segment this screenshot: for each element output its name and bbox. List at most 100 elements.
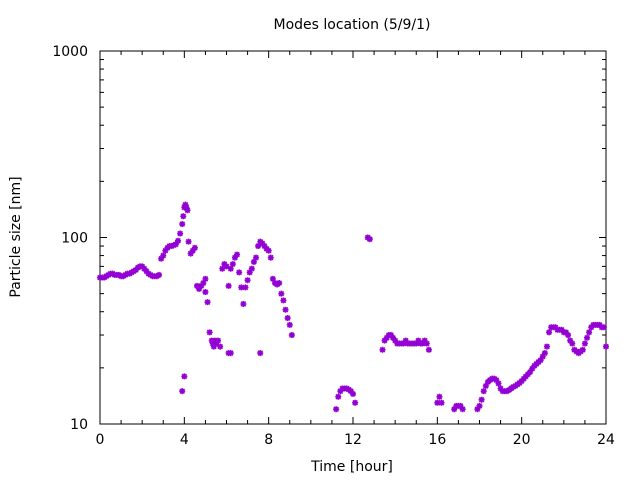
data-point	[244, 277, 251, 284]
data-point	[227, 265, 234, 272]
data-point	[581, 340, 588, 347]
data-point	[288, 332, 295, 339]
y-tick-label: 10	[70, 417, 88, 433]
data-point	[175, 237, 182, 244]
data-point	[474, 406, 481, 413]
data-point	[282, 306, 289, 313]
data-point	[419, 340, 426, 347]
data-point	[202, 289, 209, 296]
data-point	[495, 380, 502, 387]
data-point	[457, 402, 464, 409]
data-point	[183, 204, 190, 211]
data-point	[141, 265, 148, 272]
data-point	[162, 247, 169, 254]
data-point	[379, 346, 386, 353]
data-point	[185, 238, 192, 245]
data-point	[569, 340, 576, 347]
data-point	[212, 340, 219, 347]
y-tick-label: 1000	[52, 44, 88, 60]
data-point	[276, 280, 283, 287]
data-point	[390, 334, 397, 341]
data-point	[248, 265, 255, 272]
data-point	[208, 337, 215, 344]
data-point	[423, 340, 430, 347]
x-tick-labels: 0 4 8 12 16 20 24	[96, 432, 615, 448]
data-point	[182, 201, 189, 208]
data-point	[234, 251, 241, 258]
data-point	[350, 390, 356, 397]
data-point	[278, 290, 285, 297]
data-point	[246, 269, 253, 276]
data-point	[259, 240, 266, 247]
data-point	[158, 255, 165, 262]
x-tick-label: 16	[428, 432, 446, 448]
data-point	[143, 268, 150, 275]
data-point	[352, 399, 359, 406]
data-point	[255, 243, 262, 250]
data-point	[184, 207, 191, 214]
data-point	[565, 332, 572, 339]
data-point	[584, 334, 591, 341]
data-point	[392, 337, 399, 344]
data-point	[209, 340, 216, 347]
data-point	[527, 369, 534, 376]
data-point	[177, 230, 184, 237]
data-point	[402, 337, 409, 344]
data-point	[413, 340, 420, 347]
data-point	[168, 243, 175, 250]
data-point	[280, 297, 287, 304]
y-tick-label: 100	[61, 231, 88, 247]
data-point	[400, 340, 407, 347]
data-point	[198, 282, 205, 289]
chart-title: Modes location (5/9/1)	[274, 17, 431, 33]
x-tick-label: 0	[96, 432, 105, 448]
data-point	[459, 406, 466, 413]
data-point	[240, 300, 247, 307]
data-point	[366, 236, 373, 243]
data-point	[160, 252, 167, 259]
data-point	[225, 282, 232, 289]
data-point	[333, 406, 340, 413]
data-point	[206, 329, 213, 336]
data-point	[579, 346, 586, 353]
data-point	[265, 247, 272, 254]
data-point	[242, 284, 249, 291]
data-point	[478, 396, 485, 403]
data-point	[170, 242, 177, 249]
data-point	[387, 332, 394, 339]
data-point	[189, 247, 196, 254]
data-point	[223, 263, 230, 270]
data-point	[381, 337, 388, 344]
data-point	[204, 299, 211, 306]
data-point	[476, 402, 483, 409]
data-point	[451, 406, 458, 413]
data-point	[217, 343, 224, 350]
data-point	[193, 282, 200, 289]
data-point	[493, 377, 500, 384]
data-point	[179, 221, 186, 228]
data-point	[187, 250, 194, 257]
data-point	[415, 337, 422, 344]
data-point	[211, 337, 218, 344]
data-point	[438, 399, 445, 406]
data-point	[172, 241, 179, 248]
x-tick-label: 4	[180, 432, 189, 448]
data-points	[97, 201, 609, 413]
data-point	[546, 329, 553, 336]
data-point	[425, 346, 432, 353]
data-point	[434, 399, 441, 406]
data-point	[191, 244, 198, 251]
data-point	[383, 334, 390, 341]
y-tick-labels: 10 100 1000	[52, 44, 88, 433]
data-point	[562, 329, 569, 336]
data-point	[567, 337, 574, 344]
data-point	[558, 326, 565, 333]
data-point	[543, 343, 550, 350]
data-point	[541, 350, 548, 357]
x-tick-label: 8	[264, 432, 273, 448]
data-point	[596, 321, 603, 328]
data-point	[269, 275, 276, 282]
data-point	[253, 254, 260, 261]
data-point	[482, 382, 489, 389]
